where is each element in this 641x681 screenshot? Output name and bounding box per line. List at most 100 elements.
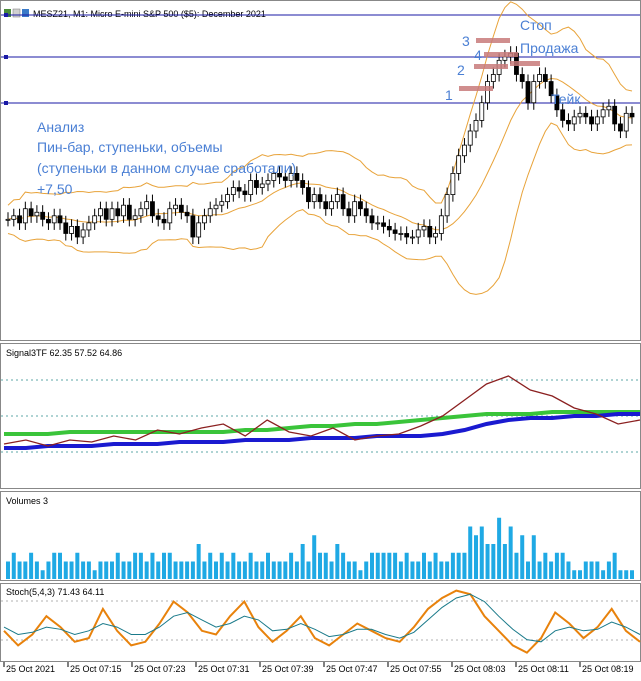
level-marker [484, 52, 518, 57]
volume-bar [75, 552, 80, 579]
date-label: 25 Oct 08:03 [454, 664, 506, 674]
volume-bar [543, 552, 548, 579]
volume-bar [445, 561, 450, 579]
stop-label: Стоп [520, 17, 552, 33]
candle-body [306, 187, 311, 203]
take-label: Тейк [551, 91, 581, 107]
candle-body [525, 81, 531, 104]
candle-body [606, 105, 612, 111]
volume-bar [312, 535, 317, 579]
volume-bar [526, 561, 530, 579]
volume-bar [214, 561, 218, 579]
chart-title: MESZ21, M1: Micro E-mini S&P 500 ($5): D… [33, 9, 266, 19]
volume-bar [566, 561, 571, 579]
volume-bar [381, 552, 386, 579]
candle-body [560, 109, 566, 121]
stoch-title: Stoch(5,4,3) 71.43 64.11 [6, 587, 104, 597]
candle-body [161, 218, 167, 224]
candle-body [363, 208, 369, 217]
volume-bar [485, 544, 490, 579]
volume-bar [98, 561, 103, 579]
candle-body [196, 222, 202, 238]
volume-bar [110, 561, 114, 579]
step-2-label: 2 [457, 62, 465, 78]
candle-body [294, 172, 300, 181]
volume-bar [34, 561, 39, 579]
volume-bar [537, 561, 542, 579]
candle-body [40, 211, 46, 220]
volume-bar [462, 552, 467, 579]
candle-body [254, 180, 259, 188]
volume-bar [514, 552, 519, 579]
step-3-label: 3 [462, 33, 470, 49]
date-label: 25 Oct 08:19 [582, 664, 634, 674]
volume-bar [208, 552, 213, 579]
volume-bar [572, 570, 577, 579]
price-level-handle [4, 101, 8, 105]
candle-body [346, 208, 352, 217]
candle-body [323, 201, 329, 210]
volume-bar [520, 535, 525, 579]
candle-body [566, 120, 571, 125]
date-label: 25 Oct 07:55 [390, 664, 442, 674]
candle-body [51, 215, 57, 224]
volume-bar [318, 552, 322, 579]
volume-bar [393, 552, 398, 579]
volume-bar [225, 561, 230, 579]
candle-body [150, 201, 155, 217]
volume-bar [179, 561, 184, 579]
level-marker [476, 38, 510, 43]
volume-bar [398, 561, 403, 579]
chart-icon [12, 8, 21, 18]
volume-bar [364, 561, 369, 579]
volume-bar [306, 561, 311, 579]
volume-bar [266, 552, 270, 579]
candle-body [577, 112, 583, 118]
volume-bar [190, 561, 195, 579]
volume-bar [11, 552, 16, 579]
candle-body [473, 120, 479, 132]
candle-body [433, 233, 438, 238]
candle-body [467, 130, 473, 146]
volume-bar [468, 526, 473, 579]
candle-body [404, 233, 410, 238]
volume-bar [497, 517, 502, 579]
candle-body [121, 204, 126, 217]
candle-body [92, 215, 98, 224]
candle-body [202, 215, 207, 224]
candle-body [86, 222, 92, 231]
volume-bar [248, 552, 253, 579]
volume-bar [92, 570, 97, 579]
candle-body [167, 208, 173, 224]
volume-bar [300, 544, 305, 579]
volume-bar [69, 561, 74, 579]
candle-body [352, 201, 358, 217]
volume-bar [23, 561, 28, 579]
candle-body [519, 74, 525, 82]
candle-body [410, 236, 415, 239]
volume-bar [294, 561, 299, 579]
volume-bar [630, 570, 634, 579]
date-label: 25 Oct 07:15 [70, 664, 122, 674]
date-label: 25 Oct 2021 [6, 664, 55, 674]
candle-body [421, 225, 427, 231]
candle-body [340, 194, 346, 210]
candle-body [28, 208, 34, 217]
volume-bar [144, 561, 149, 579]
candle-body [230, 187, 236, 196]
volume-bar [554, 552, 559, 579]
candle-body [542, 74, 548, 82]
candle-body [583, 112, 589, 118]
volume-bar [427, 561, 432, 579]
volume-bar [231, 552, 236, 579]
candle-body [479, 102, 485, 121]
signal-line [3, 375, 641, 447]
volume-bar [439, 561, 444, 579]
volume-bar [375, 552, 380, 579]
candle-body [490, 74, 496, 82]
candle-body [115, 208, 121, 217]
candle-body [69, 225, 74, 234]
volume-bar [601, 570, 606, 579]
candle-body [259, 183, 265, 188]
